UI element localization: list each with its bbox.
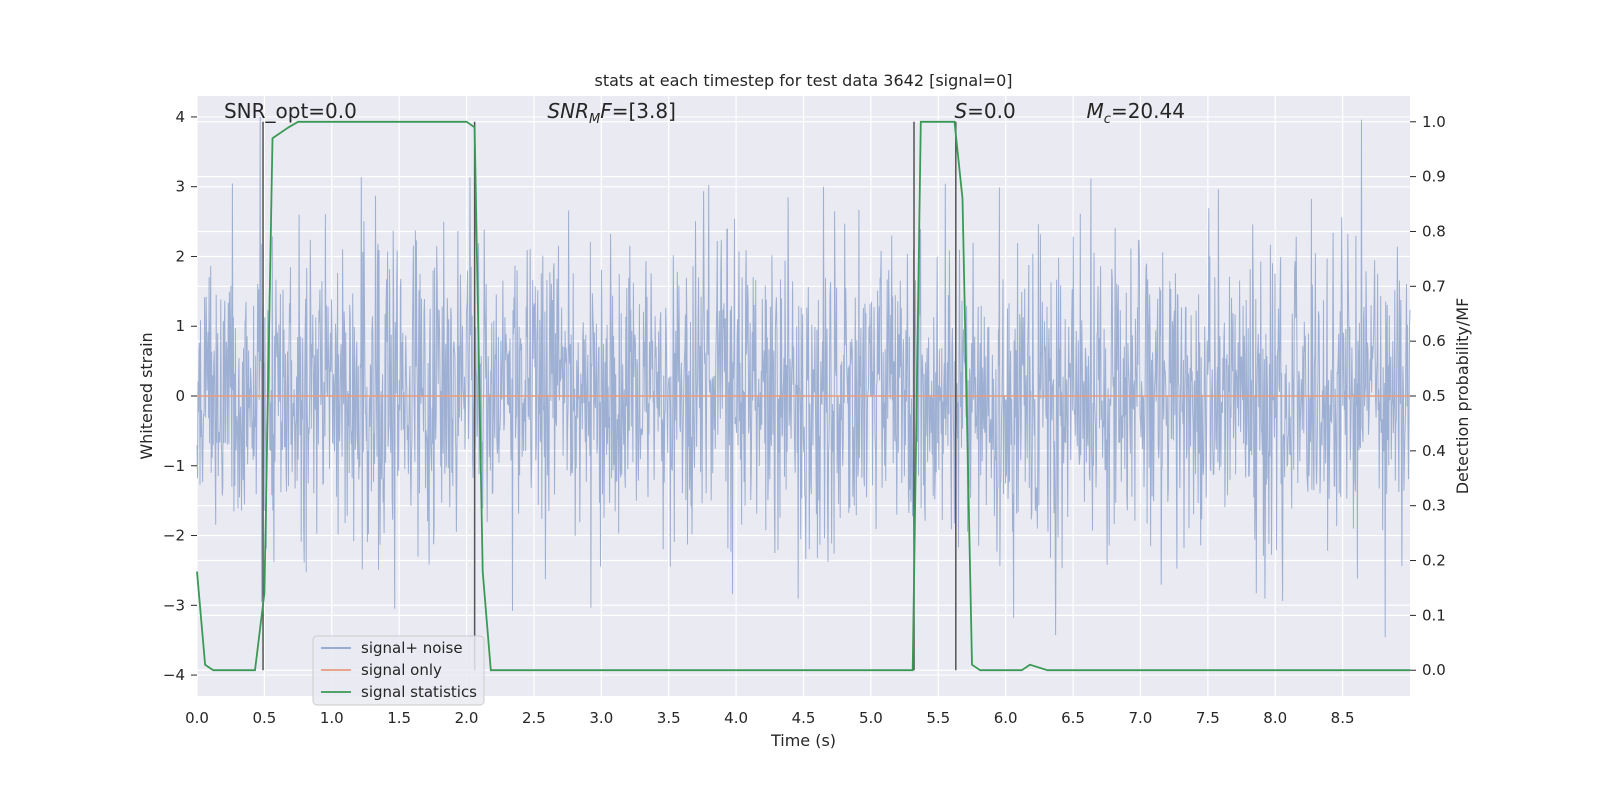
x-tick-label: 0.5 — [252, 709, 276, 727]
x-tick-label: 4.0 — [724, 709, 748, 727]
y-tick-label: −2 — [163, 527, 185, 545]
x-tick-label: 7.0 — [1129, 709, 1153, 727]
x-tick-label: 6.5 — [1061, 709, 1085, 727]
y-tick-label: 3 — [175, 178, 185, 196]
annotation-mc-value: Mc=20.44 — [1087, 99, 1185, 127]
y2-tick-label: 0.3 — [1422, 497, 1446, 515]
annotations: SNR_opt=0.0 SNRMF=[3.8] S=0.0 Mc=20.44 — [224, 99, 1185, 127]
y2-tick-label: 0.8 — [1422, 222, 1446, 240]
legend-box — [312, 635, 485, 706]
x-tick-label: 3.5 — [657, 709, 681, 727]
series-signal-noise — [196, 116, 1411, 638]
legend-label: signal+ noise — [361, 639, 463, 657]
x-tick-label: 2.5 — [522, 709, 546, 727]
x-tick-label: 8.0 — [1263, 709, 1287, 727]
series-line-signal-statistics — [196, 120, 1410, 672]
legend-label: signal statistics — [361, 683, 477, 701]
series-line-signal-noise — [196, 116, 1411, 638]
y2-tick-label: 1.0 — [1422, 113, 1446, 131]
y-axis-label: Whitened strain — [137, 332, 156, 459]
x-tick-label: 2.0 — [455, 709, 479, 727]
x-tick-label: 6.0 — [994, 709, 1018, 727]
y-tick-label: 2 — [175, 247, 185, 265]
x-tick-label: 5.5 — [926, 709, 950, 727]
y-tick-label: −1 — [163, 457, 185, 475]
y2-tick-label: 0.0 — [1422, 661, 1446, 679]
y-tick-label: 4 — [175, 108, 185, 126]
y-tick-label: −3 — [163, 596, 185, 614]
x-tick-label: 3.0 — [589, 709, 613, 727]
x-tick-label: 1.0 — [320, 709, 344, 727]
legend-label: signal only — [361, 661, 442, 679]
series-signal-statistics — [196, 120, 1410, 672]
chart-title: stats at each timestep for test data 364… — [594, 71, 1012, 90]
y2-tick-label: 0.9 — [1422, 168, 1446, 186]
x-axis-ticks: 0.0 0.5 1.0 1.5 2.0 2.5 3.0 3.5 4.0 4.5 5.0 5.5 6.0 6… — [185, 709, 1354, 727]
legend: signal+ noise signal only signal statistic… — [312, 635, 485, 706]
y-axis-ticks: −4 −3 −2 −1 0 1 2 3 4 — [163, 108, 197, 684]
x-tick-label: 1.5 — [387, 709, 411, 727]
annotation-snr-opt: SNR_opt=0.0 — [224, 99, 357, 123]
x-tick-label: 0.0 — [185, 709, 209, 727]
y2-axis-ticks: 0.0 0.1 0.2 0.3 0.4 0.5 0.6 0.7 0.8 0.9 1.0 — [1410, 113, 1446, 679]
y-tick-label: −4 — [163, 666, 185, 684]
y2-axis-label: Detection probability/MF — [1453, 298, 1472, 495]
y2-tick-label: 0.5 — [1422, 387, 1446, 405]
annotation-snr-mf: SNRMF=[3.8] — [547, 99, 675, 127]
y2-tick-label: 0.6 — [1422, 332, 1446, 350]
y-tick-label: 1 — [175, 317, 185, 335]
x-tick-label: 5.0 — [859, 709, 883, 727]
annotation-s-value: S=0.0 — [954, 99, 1015, 123]
x-axis-label: Time (s) — [770, 731, 836, 750]
y2-tick-label: 0.1 — [1422, 606, 1446, 624]
y2-tick-label: 0.7 — [1422, 277, 1446, 295]
x-tick-label: 8.5 — [1331, 709, 1355, 727]
y2-tick-label: 0.2 — [1422, 552, 1446, 570]
x-tick-label: 7.5 — [1196, 709, 1220, 727]
y2-tick-label: 0.4 — [1422, 442, 1446, 460]
x-tick-label: 4.5 — [792, 709, 816, 727]
y-tick-label: 0 — [175, 387, 185, 405]
